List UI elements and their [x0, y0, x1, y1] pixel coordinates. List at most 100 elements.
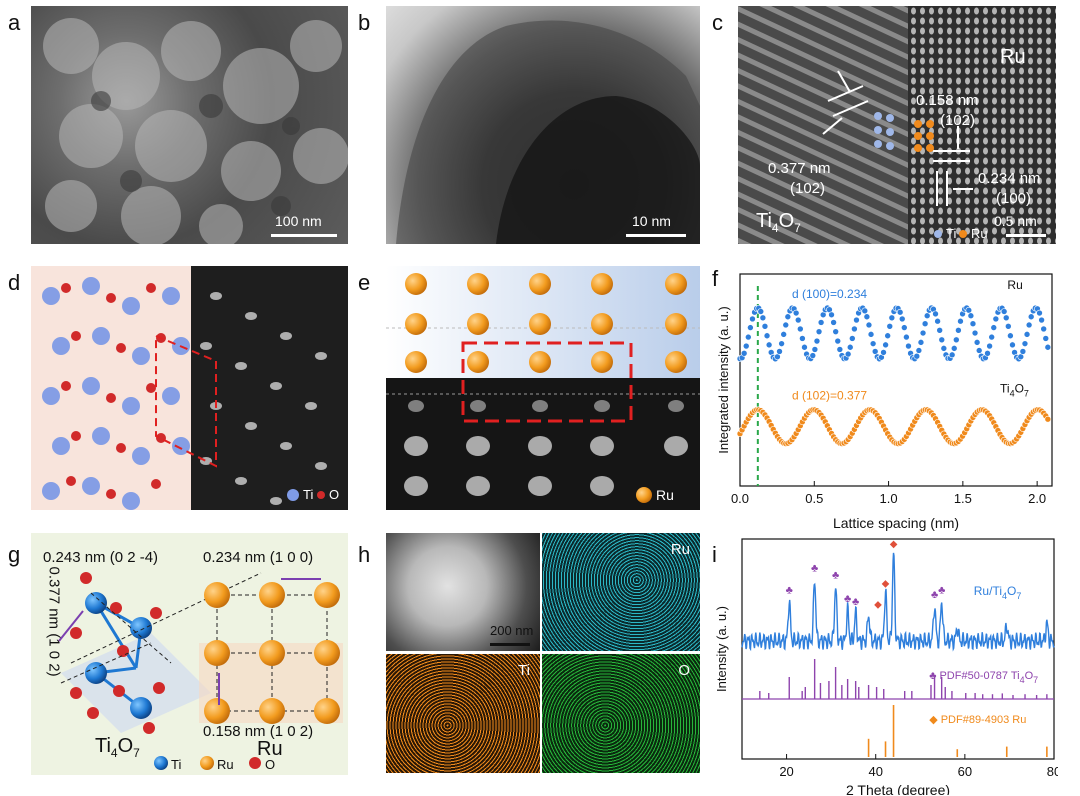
panel-a-letter: a	[8, 10, 21, 35]
x-tick-label: 0.5	[805, 491, 823, 506]
ti4o7-data-point	[1044, 415, 1052, 423]
structure-model-drawing	[58, 572, 343, 770]
ru-data-point	[740, 349, 748, 357]
legend-ru-label: Ru	[217, 757, 234, 772]
ru-data-point	[851, 325, 858, 333]
ti4o7-peak-marker: ♣	[811, 562, 818, 574]
ru-data-point	[990, 324, 998, 331]
ru-data-point	[1002, 314, 1010, 322]
scale-bar-line	[490, 643, 530, 646]
o-eds-map: O	[542, 654, 700, 773]
ru-data-point	[973, 339, 981, 346]
panel-e-letter: e	[358, 270, 371, 295]
plane-100-label: (100)	[996, 190, 1032, 207]
ru-data-point	[784, 313, 792, 321]
ru-data-point	[830, 319, 837, 326]
ru-data-point	[1038, 316, 1045, 324]
ru-data-point	[969, 320, 977, 328]
ru-data-point	[975, 347, 983, 354]
ru-data-point	[745, 333, 752, 341]
ti4o7-series-label-part: 4	[1010, 389, 1015, 399]
ti4o7-peak-marker: ♣	[844, 593, 851, 605]
ti4o7-series-label-part: 7	[1024, 389, 1029, 399]
ru-data-point	[940, 345, 948, 352]
panel-c-letter: c	[712, 10, 723, 35]
legend-o-label: O	[265, 757, 276, 772]
ru-data-point	[1027, 313, 1035, 321]
ru-data-point	[921, 320, 929, 328]
ru-ti4o7-label-part: 7	[1016, 591, 1021, 601]
xrd-chart: 20 40 60 80 2 Theta (degree) Intensity (a. u.…	[714, 538, 1058, 795]
ru-data-point	[1005, 322, 1012, 330]
scale-bar-label: 100 nm	[275, 213, 322, 229]
ru-data-point	[950, 345, 958, 352]
tem-texture	[396, 20, 700, 244]
ti4o7-d-spacing-annotation: d (102)=0.377	[792, 389, 867, 403]
hrtem-lattice	[738, 6, 1056, 244]
plane-102-label: (102)	[790, 180, 826, 197]
panel-d-letter: d	[8, 270, 21, 295]
ru-ti4o7-pattern	[741, 552, 1055, 652]
ru-data-point	[749, 315, 756, 323]
ru-data-point	[828, 311, 835, 319]
ru-data-point	[923, 312, 931, 320]
plane-102-ru-label: (102)	[940, 112, 976, 129]
ru-data-point	[915, 347, 923, 354]
ru-data-point	[813, 337, 821, 345]
plot-frame	[739, 273, 1053, 487]
legend-ru-label: Ru	[971, 226, 988, 241]
panel-g-letter: g	[8, 542, 21, 567]
ru-data-point	[811, 346, 819, 353]
ru-data-point	[799, 335, 806, 342]
ru-data-point	[919, 329, 927, 337]
ru-data-point	[967, 312, 975, 320]
x-tick-label: 0.0	[731, 491, 749, 506]
panel-b-letter: b	[358, 10, 371, 35]
ti4o7-series-label-part: Ti	[1000, 382, 1010, 396]
ru-model-label: Ru	[257, 738, 283, 760]
ru-data-point	[1023, 331, 1031, 338]
ru-data-point	[861, 307, 869, 315]
ru-data-point	[1021, 340, 1029, 347]
ti4o7-reference-label-part: 7	[1033, 675, 1038, 685]
ru-data-point	[747, 324, 754, 331]
legend-ti-label: Ti	[171, 757, 182, 772]
ru-data-point	[757, 308, 765, 315]
ru-data-point	[984, 349, 991, 357]
ru-data-point	[763, 332, 771, 340]
ru-data-point	[1042, 335, 1050, 342]
ru-data-point	[913, 352, 921, 360]
ru-model-and-haadf: Ru	[386, 266, 700, 510]
scale-bar-label: 200 nm	[490, 623, 534, 638]
ru-ti4o7-label-part: 4	[1002, 591, 1007, 601]
ru-data-point	[742, 342, 750, 350]
legend-ti-label: Ti	[946, 226, 957, 241]
ru-data-point	[815, 328, 823, 335]
ru-data-point	[936, 326, 943, 334]
ru-data-point	[965, 306, 973, 314]
ru-data-point	[794, 316, 802, 324]
plot-frame	[741, 538, 1055, 760]
scale-bar-line	[1006, 234, 1046, 237]
ru-ti4o7-label: Ru/Ti4O7	[974, 584, 1022, 601]
x-tick-label: 80	[1047, 764, 1058, 779]
ru-data-point	[780, 331, 787, 338]
ti4o7-peak-marker: ♣	[786, 584, 793, 596]
ru-data-point	[1000, 308, 1008, 315]
ru-data-point	[865, 321, 873, 329]
spacing-0158-label: 0.158 nm	[916, 92, 979, 109]
ru-data-point	[836, 346, 844, 353]
ru-data-point	[849, 335, 856, 342]
ti4o7-peak-marker: ♣	[938, 584, 945, 596]
ti4o7-reference-label-part: PDF#50-0787 Ti	[939, 670, 1019, 682]
x-tick-label: 1.5	[954, 491, 972, 506]
ru-data-point	[817, 319, 825, 326]
sem-texture	[43, 18, 348, 244]
o-map-label: O	[678, 662, 690, 679]
ru-data-point	[759, 314, 767, 322]
ru-data-point	[869, 340, 877, 347]
ti4o7-reference-label: ♣ PDF#50-0787 Ti4O7	[929, 670, 1038, 685]
y-axis-label: Intensity (a. u.)	[714, 606, 729, 692]
ru-atomic-model	[386, 266, 700, 510]
ru-data-point	[809, 352, 817, 359]
